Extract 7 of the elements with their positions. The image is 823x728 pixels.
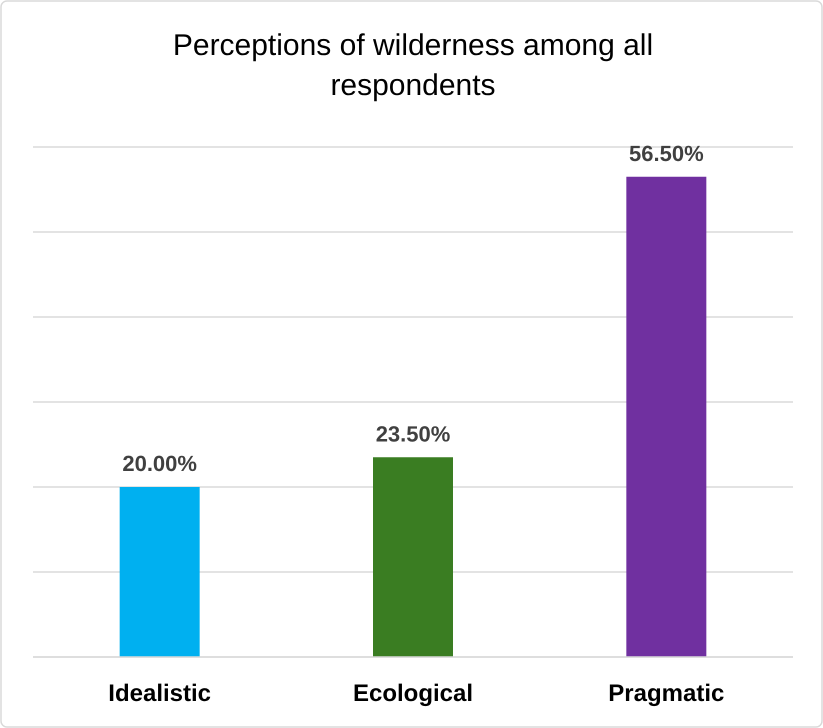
data-label: 20.00% [122,451,197,476]
data-label: 56.50% [629,140,704,166]
chart-title: Perceptions of wilderness among all respondents [172,29,654,102]
data-label: 23.50% [376,421,450,446]
x-tick-label: Pragmatic [608,680,724,707]
x-tick-label: Idealistic [108,680,212,707]
x-tick-label: Ecological [352,680,474,707]
